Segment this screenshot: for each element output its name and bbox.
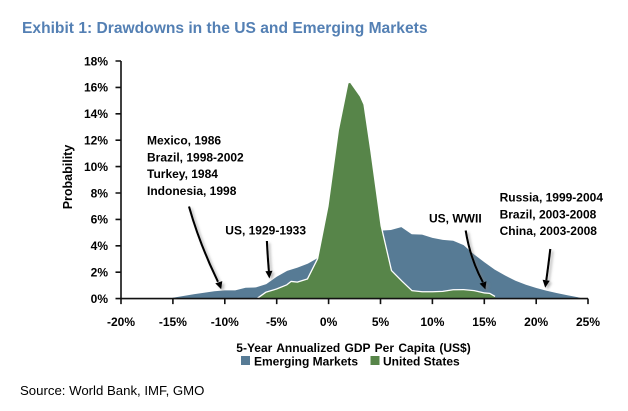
svg-text:18%: 18% [84,54,108,68]
svg-text:10%: 10% [84,160,108,174]
svg-text:0%: 0% [91,292,109,306]
svg-text:6%: 6% [91,213,109,227]
svg-text:Probability: Probability [61,145,75,210]
svg-text:Russia, 1999-2004: Russia, 1999-2004 [500,191,604,205]
svg-text:-5%: -5% [266,315,288,329]
svg-text:Mexico, 1986: Mexico, 1986 [147,134,221,148]
svg-text:15%: 15% [472,315,496,329]
svg-text:4%: 4% [91,239,109,253]
svg-text:US, 1929-1933: US, 1929-1933 [225,223,306,237]
svg-text:16%: 16% [84,81,108,95]
svg-text:10%: 10% [420,315,444,329]
svg-text:US, WWII: US, WWII [429,212,482,226]
svg-text:China, 2003-2008: China, 2003-2008 [500,224,598,238]
svg-text:Indonesia, 1998: Indonesia, 1998 [147,184,237,198]
svg-text:14%: 14% [84,107,108,121]
svg-text:8%: 8% [91,186,109,200]
svg-text:20%: 20% [524,315,548,329]
svg-text:5%: 5% [372,315,390,329]
svg-text:-10%: -10% [211,315,239,329]
svg-text:5-Year Annualized GDP Per Capi: 5-Year Annualized GDP Per Capita (US$) [236,341,470,355]
svg-text:-15%: -15% [159,315,187,329]
svg-text:-20%: -20% [107,315,135,329]
svg-text:Source: World Bank, IMF, GMO: Source: World Bank, IMF, GMO [20,383,204,398]
svg-text:0%: 0% [320,315,338,329]
svg-text:Turkey, 1984: Turkey, 1984 [147,167,218,181]
svg-text:Emerging Markets: Emerging Markets [254,355,358,369]
svg-text:Brazil, 1998-2002: Brazil, 1998-2002 [147,150,244,164]
svg-text:Exhibit 1: Drawdowns in the US: Exhibit 1: Drawdowns in the US and Emerg… [22,20,428,37]
svg-text:2%: 2% [91,266,109,280]
svg-text:25%: 25% [576,315,600,329]
svg-text:12%: 12% [84,134,108,148]
svg-text:Brazil, 2003-2008: Brazil, 2003-2008 [500,207,597,221]
svg-text:United States: United States [383,355,460,369]
